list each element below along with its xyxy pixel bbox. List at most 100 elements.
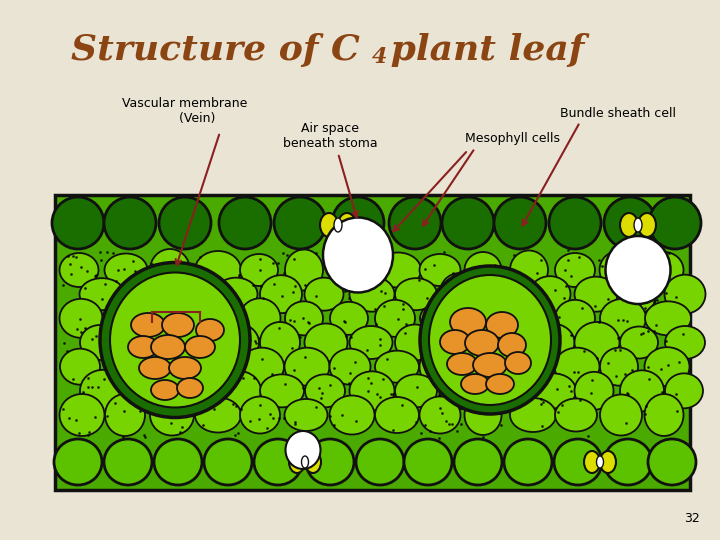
Ellipse shape bbox=[60, 394, 104, 436]
Ellipse shape bbox=[54, 439, 102, 485]
Ellipse shape bbox=[60, 253, 99, 287]
Ellipse shape bbox=[320, 213, 338, 237]
Ellipse shape bbox=[150, 299, 192, 338]
Ellipse shape bbox=[100, 262, 250, 417]
Ellipse shape bbox=[349, 372, 395, 410]
Ellipse shape bbox=[439, 273, 479, 315]
Ellipse shape bbox=[215, 371, 261, 411]
Ellipse shape bbox=[159, 197, 211, 249]
Ellipse shape bbox=[80, 325, 120, 360]
Ellipse shape bbox=[128, 336, 158, 358]
Ellipse shape bbox=[485, 277, 528, 311]
Ellipse shape bbox=[644, 347, 690, 386]
Ellipse shape bbox=[440, 330, 470, 354]
Ellipse shape bbox=[195, 301, 241, 335]
Ellipse shape bbox=[150, 249, 190, 291]
Ellipse shape bbox=[375, 397, 419, 433]
Ellipse shape bbox=[375, 253, 421, 287]
Ellipse shape bbox=[554, 439, 602, 485]
Ellipse shape bbox=[485, 374, 523, 408]
Ellipse shape bbox=[284, 348, 330, 386]
Ellipse shape bbox=[162, 313, 194, 337]
Bar bbox=[55, 195, 690, 490]
Ellipse shape bbox=[404, 439, 452, 485]
Ellipse shape bbox=[110, 273, 240, 408]
Ellipse shape bbox=[150, 349, 188, 384]
Ellipse shape bbox=[634, 218, 642, 232]
Ellipse shape bbox=[620, 213, 638, 237]
Ellipse shape bbox=[644, 252, 683, 288]
Ellipse shape bbox=[454, 439, 502, 485]
Ellipse shape bbox=[485, 324, 521, 361]
Ellipse shape bbox=[169, 322, 212, 363]
Ellipse shape bbox=[440, 326, 480, 359]
Ellipse shape bbox=[151, 380, 179, 400]
Ellipse shape bbox=[196, 319, 224, 341]
Ellipse shape bbox=[447, 353, 477, 375]
Ellipse shape bbox=[486, 374, 514, 394]
Ellipse shape bbox=[286, 431, 320, 469]
Ellipse shape bbox=[195, 397, 241, 433]
Ellipse shape bbox=[240, 396, 280, 434]
Ellipse shape bbox=[555, 300, 595, 337]
Ellipse shape bbox=[648, 439, 696, 485]
Ellipse shape bbox=[665, 326, 705, 359]
Ellipse shape bbox=[125, 372, 163, 410]
Ellipse shape bbox=[332, 197, 384, 249]
Ellipse shape bbox=[600, 395, 642, 435]
Ellipse shape bbox=[596, 456, 603, 468]
Ellipse shape bbox=[284, 399, 328, 431]
Ellipse shape bbox=[139, 357, 171, 379]
Ellipse shape bbox=[505, 352, 531, 374]
Ellipse shape bbox=[151, 335, 185, 359]
Ellipse shape bbox=[305, 451, 321, 473]
Ellipse shape bbox=[620, 370, 664, 411]
Text: Vascular membrane
      (Vein): Vascular membrane (Vein) bbox=[122, 97, 248, 125]
Ellipse shape bbox=[185, 336, 215, 358]
Ellipse shape bbox=[104, 439, 152, 485]
Ellipse shape bbox=[330, 254, 366, 286]
Ellipse shape bbox=[389, 197, 441, 249]
Ellipse shape bbox=[60, 349, 100, 384]
Ellipse shape bbox=[305, 374, 345, 407]
Ellipse shape bbox=[260, 275, 302, 313]
Ellipse shape bbox=[604, 197, 656, 249]
Text: plant leaf: plant leaf bbox=[378, 33, 584, 67]
Text: 32: 32 bbox=[684, 512, 700, 525]
Ellipse shape bbox=[420, 396, 461, 434]
Text: 4: 4 bbox=[372, 46, 387, 68]
Ellipse shape bbox=[619, 275, 657, 313]
Ellipse shape bbox=[529, 323, 575, 361]
Ellipse shape bbox=[464, 252, 502, 288]
Ellipse shape bbox=[125, 274, 169, 315]
Ellipse shape bbox=[554, 348, 600, 386]
Ellipse shape bbox=[555, 253, 595, 287]
Ellipse shape bbox=[464, 395, 502, 435]
Ellipse shape bbox=[644, 394, 683, 436]
Ellipse shape bbox=[464, 347, 510, 387]
Ellipse shape bbox=[395, 374, 437, 407]
Ellipse shape bbox=[575, 372, 613, 410]
Ellipse shape bbox=[305, 278, 343, 310]
Ellipse shape bbox=[461, 374, 489, 394]
Ellipse shape bbox=[254, 439, 302, 485]
Text: Air space
beneath stoma: Air space beneath stoma bbox=[283, 122, 377, 150]
Ellipse shape bbox=[665, 373, 703, 408]
Ellipse shape bbox=[510, 301, 552, 336]
Ellipse shape bbox=[195, 251, 241, 289]
Ellipse shape bbox=[429, 275, 551, 405]
Ellipse shape bbox=[170, 276, 210, 312]
Ellipse shape bbox=[154, 439, 202, 485]
Ellipse shape bbox=[240, 298, 281, 339]
Ellipse shape bbox=[219, 197, 271, 249]
Ellipse shape bbox=[215, 323, 259, 361]
Ellipse shape bbox=[169, 357, 201, 379]
Ellipse shape bbox=[575, 322, 619, 363]
Ellipse shape bbox=[105, 348, 149, 386]
Ellipse shape bbox=[450, 308, 486, 336]
Ellipse shape bbox=[494, 197, 546, 249]
Ellipse shape bbox=[195, 349, 235, 384]
Ellipse shape bbox=[529, 276, 570, 312]
Ellipse shape bbox=[240, 348, 284, 386]
Ellipse shape bbox=[170, 372, 208, 410]
